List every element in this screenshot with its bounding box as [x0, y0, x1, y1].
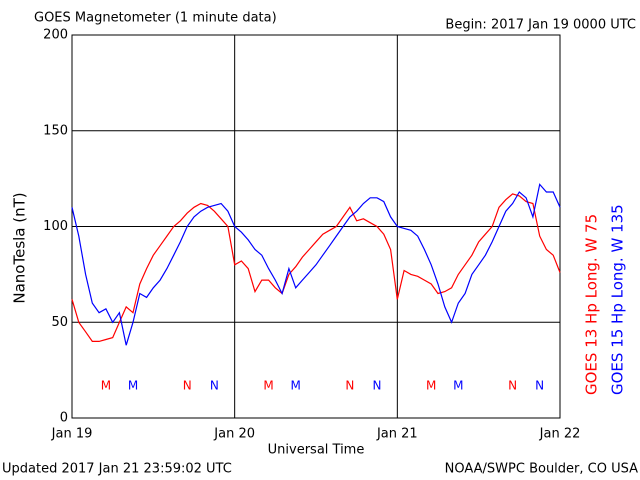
annotation: M [453, 379, 463, 393]
y-axis-label: NanoTesla (nT) [11, 192, 29, 303]
annotation: M [101, 379, 111, 393]
subtitle: Begin: 2017 Jan 19 0000 UTC [445, 18, 636, 33]
annotation: M [290, 379, 300, 393]
legend-label: GOES 13 Hp Long. W 75 [583, 214, 601, 395]
y-tick-label: 150 [43, 123, 68, 138]
annotation: N [210, 379, 219, 393]
footer-right: NOAA/SWPC Boulder, CO USA [445, 462, 638, 477]
y-tick-label: 200 [43, 28, 68, 43]
chart-title: GOES Magnetometer (1 minute data) [34, 11, 277, 26]
x-tick-label: Jan 22 [539, 427, 581, 442]
footer-left: Updated 2017 Jan 21 23:59:02 UTC [2, 462, 232, 477]
annotation: M [263, 379, 273, 393]
y-tick-label: 50 [51, 315, 68, 330]
annotation: N [183, 379, 192, 393]
y-tick-label: 0 [60, 411, 68, 426]
annotation: N [535, 379, 544, 393]
annotation: M [426, 379, 436, 393]
series-line [71, 183, 561, 346]
annotation: M [128, 379, 138, 393]
y-tick-label: 100 [43, 219, 68, 234]
x-tick-label: Jan 20 [213, 427, 255, 442]
annotation: N [373, 379, 382, 393]
annotation: N [508, 379, 517, 393]
x-tick-label: Jan 21 [376, 427, 418, 442]
annotation: N [345, 379, 354, 393]
x-tick-label: Jan 19 [51, 427, 93, 442]
series-line [71, 193, 561, 342]
legend-label: GOES 15 Hp Long. W 135 [609, 204, 627, 395]
x-axis-label: Universal Time [268, 443, 365, 458]
